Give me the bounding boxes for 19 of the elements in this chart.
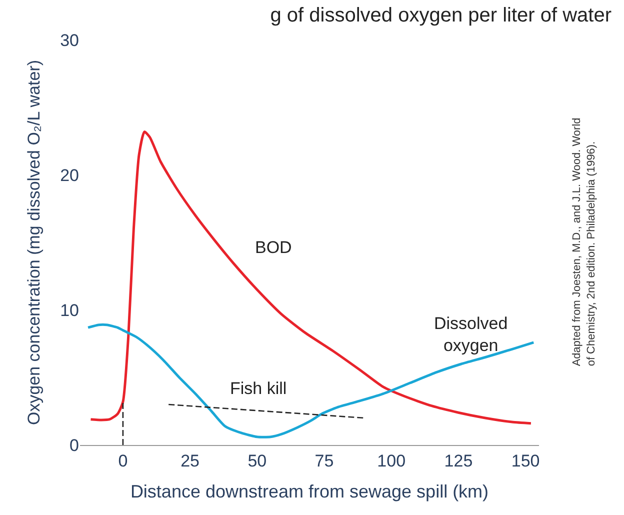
x-tick-label: 75	[314, 451, 334, 470]
chart-title: g of dissolved oxygen per liter of water	[270, 4, 612, 27]
y-tick-label: 30	[60, 30, 79, 50]
series-label: Dissolved oxygen	[434, 314, 508, 356]
line-series	[89, 130, 532, 425]
x-tick-label: 0	[118, 451, 128, 470]
x-tick-label: 50	[248, 451, 267, 470]
y-axis-title: Oxygen concentration (mg dissolved O₂/L water)	[24, 60, 44, 426]
x-tick-label: 125	[444, 451, 473, 470]
x-axis-title: Distance downstream from sewage spill (km)	[130, 482, 489, 502]
text: Adapted from Joesten, M.D., and J.L. Wood. World of Chemistry, 2nd edition. Philadelphia (1996).	[571, 118, 598, 366]
y-tick-label: 20	[60, 166, 79, 185]
x-tick-label: 150	[511, 451, 540, 470]
x-tick-label: 25	[180, 451, 200, 470]
series-label: BOD	[255, 238, 292, 257]
y-tick-label: 0	[70, 436, 79, 455]
series-label: Fish kill	[230, 379, 287, 398]
x-tick-label: 100	[377, 451, 406, 470]
y-tick-label: 10	[60, 300, 79, 320]
